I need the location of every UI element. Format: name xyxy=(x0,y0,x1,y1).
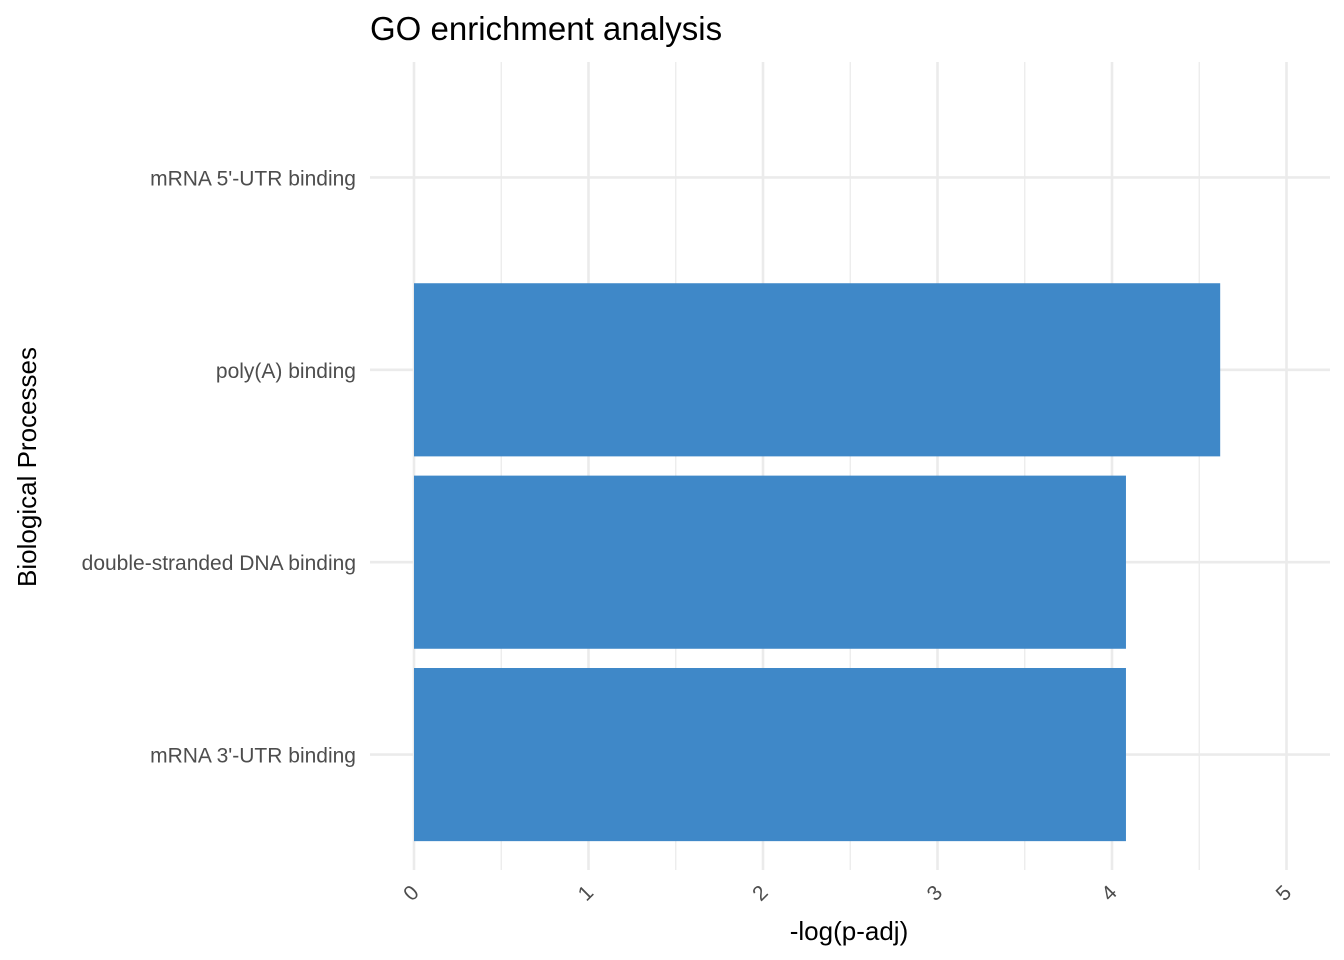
y-tick-label: mRNA 5'-UTR binding xyxy=(150,167,356,190)
x-tick-label: 0 xyxy=(399,881,424,906)
x-tick-label: 3 xyxy=(923,881,948,906)
y-tick-label: poly(A) binding xyxy=(216,360,356,383)
x-tick-label: 4 xyxy=(1097,881,1122,906)
bar xyxy=(414,283,1221,457)
x-tick-label: 2 xyxy=(748,881,773,906)
bars xyxy=(414,283,1221,842)
x-axis-title: -log(p-adj) xyxy=(790,916,909,946)
x-tick-label: 1 xyxy=(574,881,599,906)
bar xyxy=(414,668,1126,842)
y-axis-title: Biological Processes xyxy=(12,347,42,587)
y-tick-label: mRNA 3'-UTR binding xyxy=(150,745,356,768)
bar xyxy=(414,475,1126,649)
chart-title: GO enrichment analysis xyxy=(370,10,722,47)
x-tick-label: 5 xyxy=(1272,881,1297,906)
y-tick-label: double-stranded DNA binding xyxy=(82,552,356,575)
